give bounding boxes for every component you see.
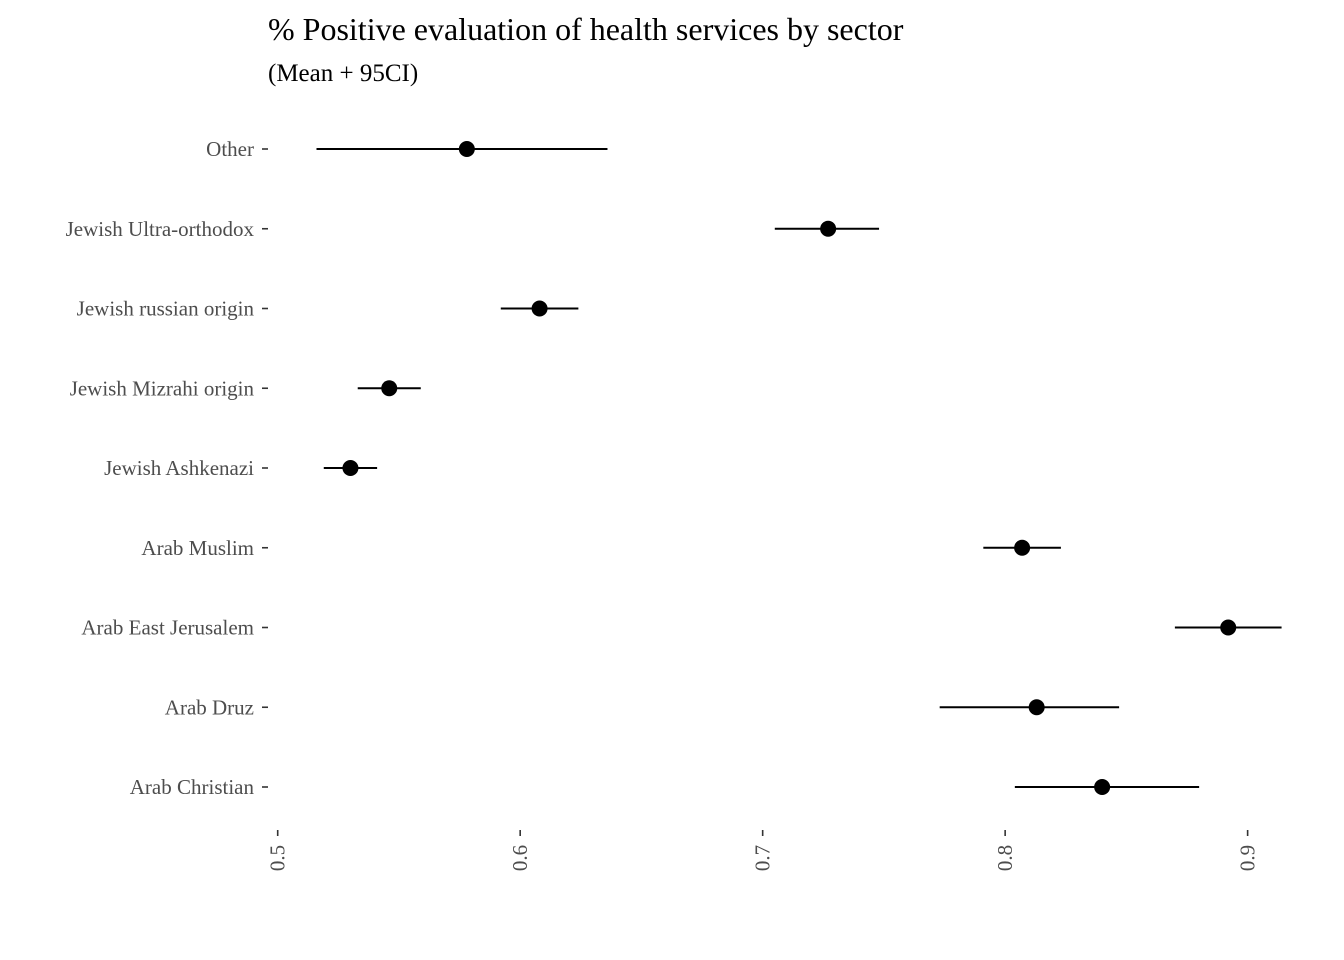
chart-title: % Positive evaluation of health services…: [268, 11, 904, 47]
x-tick-label: 0.6: [508, 845, 532, 871]
mean-point: [820, 220, 837, 237]
mean-point: [1028, 699, 1045, 716]
x-tick-label: 0.7: [751, 845, 775, 871]
y-tick-label: Arab Muslim: [141, 536, 254, 560]
plot-marks: [316, 141, 1282, 795]
chart-subtitle: (Mean + 95CI): [268, 60, 418, 87]
x-tick-label: 0.5: [266, 845, 290, 871]
y-tick-label: Arab Druz: [165, 695, 254, 719]
x-tick-label: 0.9: [1236, 845, 1260, 871]
y-tick-label: Jewish Mizrahi origin: [70, 376, 255, 400]
mean-point: [1094, 779, 1111, 795]
mean-point: [531, 300, 548, 317]
y-axis: Other Jewish Ultra-orthodox Jewish russian…: [66, 137, 268, 799]
y-tick-label: Arab Christian: [130, 775, 255, 799]
y-tick-label: Jewish Ashkenazi: [104, 456, 254, 480]
mean-point: [1220, 619, 1237, 636]
mean-point: [1014, 539, 1031, 556]
mean-point: [458, 141, 475, 157]
mean-point: [342, 460, 359, 476]
x-axis: 0.5 0.6 0.7 0.8 0.9: [266, 830, 1260, 871]
mean-point: [381, 380, 398, 397]
y-tick-label: Other: [206, 137, 254, 161]
y-tick-label: Jewish Ultra-orthodox: [66, 217, 255, 241]
x-tick-label: 0.8: [993, 845, 1017, 871]
y-tick-label: Jewish russian origin: [77, 297, 255, 321]
y-tick-label: Arab East Jerusalem: [81, 616, 254, 640]
